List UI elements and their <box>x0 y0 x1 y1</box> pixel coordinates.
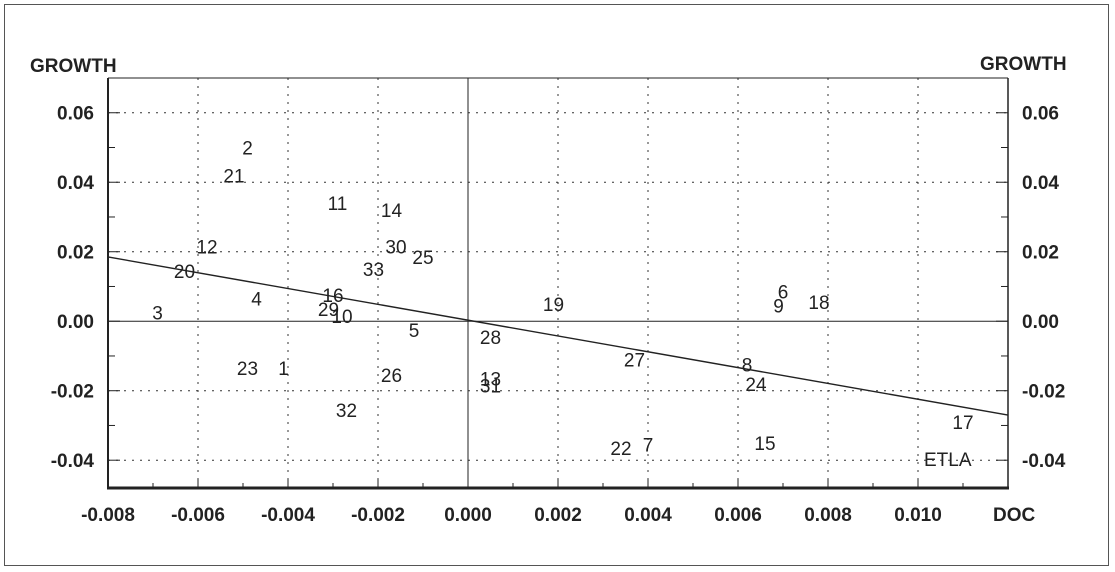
x-axis-title: DOC <box>993 505 1036 526</box>
point-label: 9 <box>773 297 784 318</box>
x-tick-label: -0.008 <box>81 505 135 526</box>
point-label: 19 <box>543 295 564 316</box>
point-label: 11 <box>328 194 348 215</box>
y-tick-label-left: 0.02 <box>57 243 94 264</box>
x-tick-label: 0.010 <box>894 505 942 526</box>
point-label: 10 <box>331 307 352 328</box>
right-axis-title: GROWTH <box>980 54 1067 75</box>
point-label: 15 <box>754 434 775 455</box>
point-label: 8 <box>742 356 753 377</box>
regression-line <box>107 256 1009 416</box>
point-label: 24 <box>745 375 767 396</box>
x-tick-label: -0.004 <box>261 505 315 526</box>
point-label: 18 <box>808 293 829 314</box>
y-tick-label-right: -0.02 <box>1022 382 1065 403</box>
y-tick-label-right: -0.04 <box>1022 451 1066 472</box>
point-label: 6 <box>778 283 789 304</box>
point-label: 3 <box>152 304 163 325</box>
point-label: 23 <box>237 359 258 380</box>
point-label: 7 <box>643 436 654 457</box>
y-tick-label-left: 0.06 <box>57 104 94 125</box>
y-tick-label-left: 0.00 <box>57 312 94 333</box>
x-tick-label: -0.006 <box>171 505 225 526</box>
point-label: 2 <box>242 138 253 159</box>
y-tick-label-left: 0.04 <box>57 173 94 194</box>
point-label: 5 <box>409 321 420 342</box>
point-label: 31 <box>480 377 501 398</box>
point-layer: 1234567891011121314151617181920212223242… <box>152 138 973 460</box>
axis-layer: -0.008 -0.006 -0.004 -0.002 0.000 0.002 0.004 0… <box>51 77 1066 526</box>
y-tick-label-left: -0.02 <box>51 382 94 403</box>
y-tick-label-right: 0.00 <box>1022 312 1059 333</box>
y-tick-label-right: 0.06 <box>1022 104 1059 125</box>
point-label: 22 <box>610 439 631 460</box>
point-label: 20 <box>174 262 195 283</box>
x-tick-label: -0.002 <box>351 505 405 526</box>
x-tick-label: 0.002 <box>534 505 582 526</box>
point-label: 12 <box>196 238 217 259</box>
chart-frame <box>4 4 1109 566</box>
point-label: 4 <box>251 290 262 311</box>
point-label: 17 <box>952 413 973 434</box>
x-tick-label: 0.006 <box>714 505 762 526</box>
point-label: 13 <box>480 370 501 391</box>
point-label: 32 <box>336 401 357 422</box>
point-label: 14 <box>381 201 403 222</box>
point-label: 16 <box>322 286 343 307</box>
grid-layer <box>108 78 1008 488</box>
y-tick-label-right: 0.04 <box>1022 173 1059 194</box>
point-label: 33 <box>363 260 384 281</box>
x-tick-label: 0.004 <box>624 505 672 526</box>
y-tick-label-right: 0.02 <box>1022 243 1059 264</box>
point-label: 29 <box>318 300 339 321</box>
point-label: 30 <box>385 238 406 259</box>
y-tick-label-left: -0.04 <box>51 451 95 472</box>
point-label: 27 <box>624 350 645 371</box>
point-label: 21 <box>223 166 244 187</box>
point-label: 26 <box>381 366 402 387</box>
line-layer <box>107 256 1009 416</box>
x-tick-label: 0.000 <box>444 505 492 526</box>
point-label: 28 <box>480 328 501 349</box>
point-label: 25 <box>412 248 433 269</box>
point-label: 1 <box>278 359 289 380</box>
left-axis-title: GROWTH <box>30 56 117 77</box>
source-label: ETLA <box>924 450 972 471</box>
x-tick-label: 0.008 <box>804 505 852 526</box>
